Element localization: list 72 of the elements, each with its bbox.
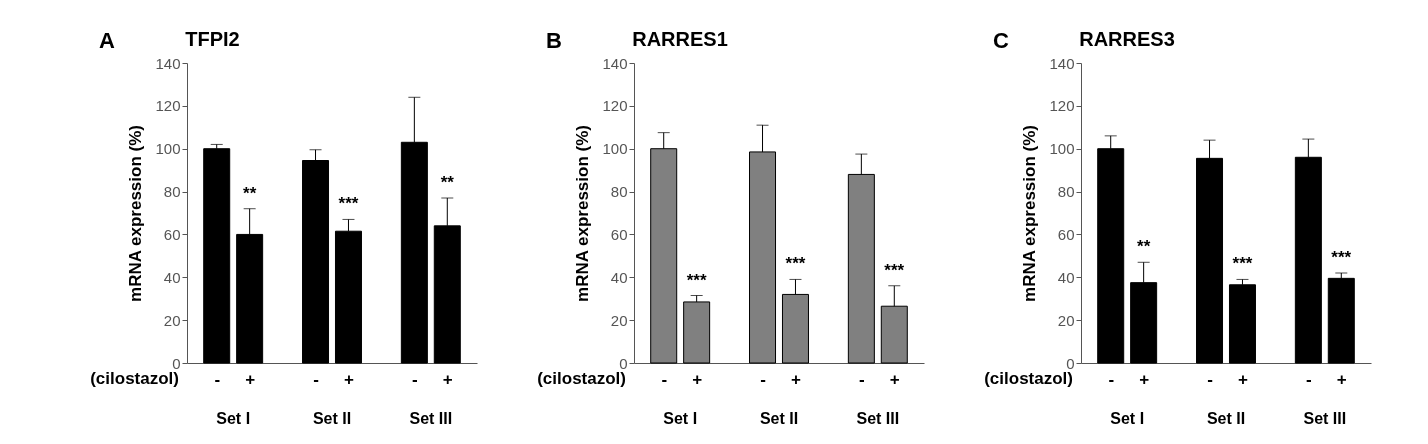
y-tick-label: 80 (1057, 183, 1075, 201)
text: Set II (312, 410, 352, 427)
y-tick-label: 0 (1066, 354, 1075, 372)
text: Set II (1206, 410, 1246, 427)
x-tick-label: - (1207, 369, 1213, 389)
text: C (993, 28, 1009, 53)
x-tick-label: - (859, 369, 865, 389)
x-tick-label: + (889, 369, 900, 389)
y-tick-label: 120 (1049, 97, 1075, 115)
text: Set I (663, 410, 698, 427)
y-tick-label: 60 (610, 225, 628, 243)
text: Set III (1303, 410, 1347, 427)
x-tick-label: + (442, 369, 453, 389)
x-tick-label: - (760, 369, 766, 389)
y-tick-label: 40 (610, 268, 628, 286)
y-tick-label: 40 (163, 268, 181, 286)
x-tick-label: + (245, 369, 256, 389)
y-tick-label: 120 (155, 97, 181, 115)
y-axis-title: mRNA expression (%) (1020, 125, 1040, 302)
chart-title: TFPI2 (185, 28, 240, 50)
y-tick-label: 0 (619, 354, 628, 372)
data-label: *** (1331, 248, 1352, 267)
y-tick-label: 60 (163, 225, 181, 243)
y-tick-label: 80 (163, 183, 181, 201)
text: (cilostazol) (537, 369, 626, 388)
data-label: ** (440, 173, 455, 192)
data-label: *** (1232, 254, 1253, 274)
x-tick-label: - (1108, 369, 1115, 389)
y-tick-label: 140 (602, 54, 628, 72)
y-tick-label: 80 (610, 183, 628, 201)
data-label: ** (1137, 237, 1151, 257)
y-tick-label: 40 (1057, 268, 1075, 286)
text: Set I (1110, 410, 1145, 427)
y-tick-label: 100 (602, 140, 628, 158)
text: B (546, 28, 562, 53)
text: (cilostazol) (984, 369, 1073, 388)
y-tick-label: 20 (163, 311, 181, 329)
x-tick-label: - (1306, 369, 1312, 389)
y-tick-label: 140 (1049, 54, 1075, 72)
data-label: ** (243, 183, 257, 203)
x-tick-label: - (412, 369, 418, 389)
y-tick-label: 120 (602, 97, 628, 115)
text: A (99, 28, 115, 53)
y-tick-label: 0 (172, 354, 181, 372)
y-tick-label: 20 (1057, 311, 1075, 329)
x-tick-label: - (661, 369, 668, 389)
x-tick-label: + (692, 369, 703, 389)
y-axis-title: mRNA expression (%) (573, 125, 593, 302)
x-tick-label: - (313, 369, 319, 389)
data-label: *** (785, 254, 806, 274)
text: Set III (409, 410, 453, 427)
chart-title: RARRES3 (1079, 28, 1175, 50)
text: Set II (759, 410, 799, 427)
y-tick-label: 100 (155, 140, 181, 158)
y-tick-label: 60 (1057, 225, 1075, 243)
text: Set I (216, 410, 251, 427)
x-tick-label: + (1139, 369, 1150, 389)
data-label: *** (338, 194, 359, 214)
text: (cilostazol) (90, 369, 179, 388)
data-label: *** (686, 270, 707, 290)
x-tick-label: + (1238, 369, 1248, 389)
x-tick-label: + (1336, 369, 1347, 389)
y-tick-label: 20 (610, 311, 628, 329)
x-tick-label: - (214, 369, 221, 389)
x-tick-label: + (791, 369, 801, 389)
x-tick-label: + (344, 369, 354, 389)
text: Set III (856, 410, 900, 427)
data-label: *** (884, 260, 905, 280)
y-tick-label: 100 (1049, 140, 1075, 158)
y-tick-label: 140 (155, 54, 181, 72)
y-axis-title: mRNA expression (%) (126, 125, 146, 302)
chart-title: RARRES1 (632, 28, 728, 50)
